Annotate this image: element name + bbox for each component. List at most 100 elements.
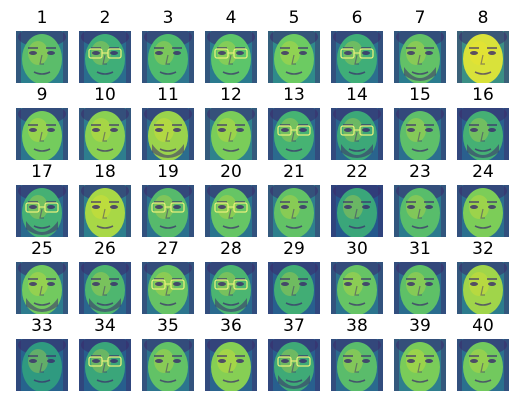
face-label: 23	[409, 162, 431, 182]
face-label: 13	[283, 85, 305, 105]
face-image	[205, 339, 257, 391]
face-image	[142, 185, 194, 237]
face-image	[142, 339, 194, 391]
face-image	[16, 339, 68, 391]
face-image	[394, 185, 446, 237]
face-label: 28	[220, 239, 242, 259]
face-image	[79, 262, 131, 314]
face-label: 24	[472, 162, 494, 182]
face-image	[457, 31, 509, 83]
face-cell: 32	[457, 239, 509, 315]
face-image	[331, 262, 383, 314]
face-cell: 35	[142, 316, 194, 392]
face-label: 37	[283, 316, 305, 336]
face-cell: 34	[79, 316, 131, 392]
face-label: 30	[346, 239, 368, 259]
face-label: 17	[31, 162, 53, 182]
face-image	[457, 185, 509, 237]
face-image	[268, 339, 320, 391]
face-image	[142, 262, 194, 314]
face-cell: 1	[16, 8, 68, 84]
face-image	[331, 339, 383, 391]
face-image	[16, 31, 68, 83]
face-cell: 5	[268, 8, 320, 84]
face-cell: 14	[331, 85, 383, 161]
face-label: 4	[225, 8, 237, 28]
face-image	[268, 262, 320, 314]
face-cell: 28	[205, 239, 257, 315]
face-label: 6	[351, 8, 363, 28]
face-cell: 21	[268, 162, 320, 238]
face-label: 18	[94, 162, 116, 182]
face-cell: 20	[205, 162, 257, 238]
face-label: 5	[288, 8, 300, 28]
face-cell: 26	[79, 239, 131, 315]
face-cell: 12	[205, 85, 257, 161]
face-cell: 4	[205, 8, 257, 84]
face-label: 16	[472, 85, 494, 105]
face-image	[16, 185, 68, 237]
face-cell: 6	[331, 8, 383, 84]
face-cell: 10	[79, 85, 131, 161]
face-image	[79, 339, 131, 391]
face-label: 9	[36, 85, 48, 105]
face-cell: 2	[79, 8, 131, 84]
face-cell: 16	[457, 85, 509, 161]
face-image	[394, 339, 446, 391]
face-image	[268, 108, 320, 160]
face-label: 25	[31, 239, 53, 259]
face-image	[331, 31, 383, 83]
face-cell: 25	[16, 239, 68, 315]
face-label: 26	[94, 239, 116, 259]
face-label: 35	[157, 316, 179, 336]
face-image	[205, 31, 257, 83]
face-label: 32	[472, 239, 494, 259]
face-image	[79, 185, 131, 237]
face-image	[79, 31, 131, 83]
face-cell: 27	[142, 239, 194, 315]
face-label: 1	[36, 8, 48, 28]
face-cell: 38	[331, 316, 383, 392]
face-label: 39	[409, 316, 431, 336]
face-label: 14	[346, 85, 368, 105]
face-label: 36	[220, 316, 242, 336]
face-image	[331, 185, 383, 237]
face-label: 3	[162, 8, 174, 28]
face-label: 38	[346, 316, 368, 336]
face-image	[394, 108, 446, 160]
face-cell: 9	[16, 85, 68, 161]
face-label: 31	[409, 239, 431, 259]
face-image	[331, 108, 383, 160]
face-cell: 15	[394, 85, 446, 161]
face-label: 8	[477, 8, 489, 28]
face-cell: 13	[268, 85, 320, 161]
face-image	[205, 108, 257, 160]
face-image	[16, 262, 68, 314]
face-cell: 40	[457, 316, 509, 392]
face-label: 11	[157, 85, 179, 105]
face-label: 7	[414, 8, 426, 28]
face-label: 12	[220, 85, 242, 105]
face-image	[205, 185, 257, 237]
face-label: 34	[94, 316, 116, 336]
face-label: 19	[157, 162, 179, 182]
face-label: 22	[346, 162, 368, 182]
face-label: 15	[409, 85, 431, 105]
face-label: 40	[472, 316, 494, 336]
face-image	[16, 108, 68, 160]
face-image	[394, 31, 446, 83]
face-image	[79, 108, 131, 160]
face-cell: 39	[394, 316, 446, 392]
face-image	[457, 262, 509, 314]
face-image	[268, 31, 320, 83]
face-label: 20	[220, 162, 242, 182]
face-label: 2	[99, 8, 111, 28]
face-cell: 18	[79, 162, 131, 238]
face-cell: 37	[268, 316, 320, 392]
face-cell: 7	[394, 8, 446, 84]
face-cell: 30	[331, 239, 383, 315]
face-cell: 23	[394, 162, 446, 238]
face-cell: 11	[142, 85, 194, 161]
face-cell: 29	[268, 239, 320, 315]
